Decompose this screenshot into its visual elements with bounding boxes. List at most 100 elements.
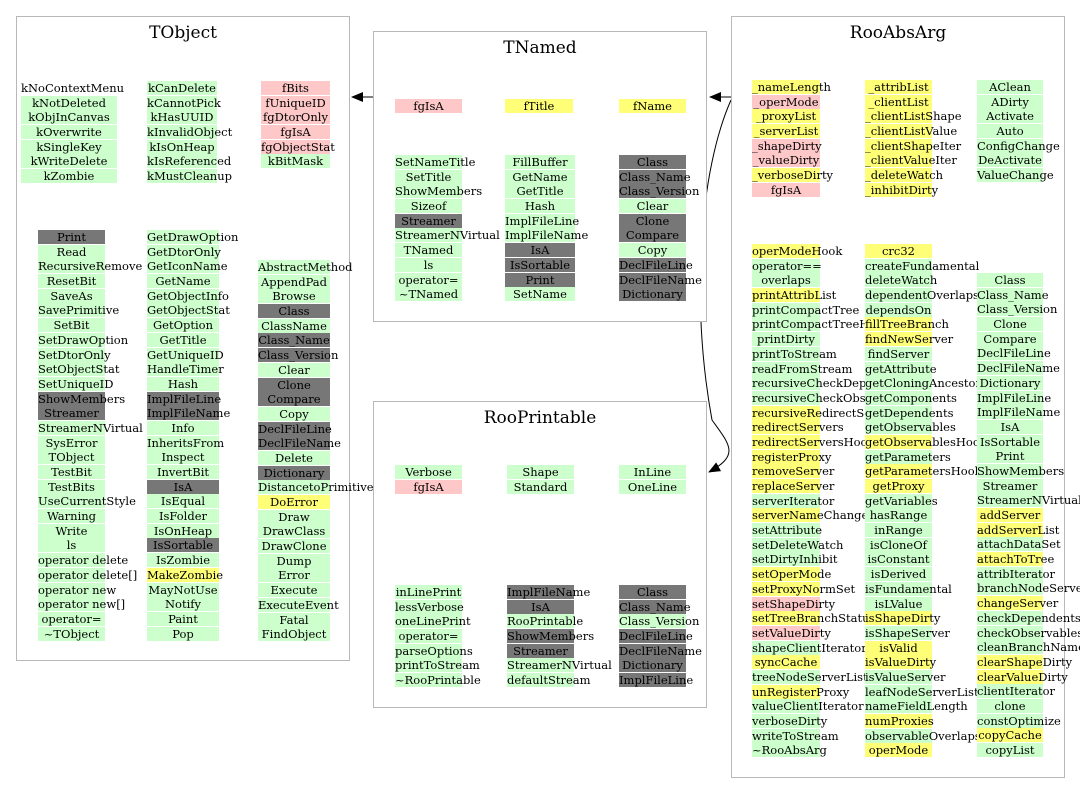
- method-item: InheritsFrom: [147, 435, 225, 450]
- method-item: operator delete[]: [38, 567, 138, 582]
- method-item: isLValue: [865, 596, 932, 611]
- method-item: Class_Name: [258, 333, 330, 348]
- data-members-col-3: InLine OneLine: [619, 465, 686, 494]
- method-item: DistancetoPrimitive: [258, 480, 374, 495]
- method-item: operator=: [395, 272, 462, 287]
- method-item: Pop: [147, 626, 219, 641]
- method-item: printDirty: [752, 332, 820, 347]
- data-members-col-1: kNoContextMenu kNotDeleted kObjInCanvas kOv…: [21, 81, 124, 184]
- method-item: DoError: [258, 495, 330, 509]
- method-item: findServer: [865, 346, 932, 361]
- data-members-col-1: _nameLength _operMode _proxyList _serverLis…: [752, 80, 834, 198]
- method-item: replaceServer: [752, 479, 835, 493]
- method-item: copyList: [977, 743, 1043, 757]
- method-item: operator=: [395, 629, 462, 644]
- method-item: DeclFileLine: [977, 346, 1051, 361]
- class-box-rooabsarg: RooAbsArg _nameLength _operMode _proxyList…: [731, 16, 1080, 778]
- method-item: GetDrawOption: [147, 230, 239, 244]
- methods-col-2: ImplFileName IsA RooPrintable ShowMembers St…: [507, 585, 612, 688]
- method-item: ResetBit: [38, 274, 105, 289]
- data-member-item: _verboseDirty: [752, 168, 834, 183]
- method-item: attribIterator: [977, 566, 1056, 581]
- method-item: setAttribute: [752, 523, 823, 538]
- method-item: operator=: [38, 611, 105, 626]
- method-item: MakeZombie: [147, 567, 224, 582]
- method-item: TestBit: [38, 465, 105, 479]
- method-item: SetUniqueID: [38, 376, 114, 391]
- method-item: Class_Version: [619, 184, 700, 199]
- data-member-item: _attribList: [865, 80, 932, 94]
- method-item: HandleTimer: [147, 362, 224, 377]
- method-item: Dump: [258, 553, 330, 568]
- method-item: constOptimize: [977, 713, 1061, 728]
- method-item: inLinePrint: [395, 585, 462, 599]
- method-item: Streamer: [395, 213, 462, 228]
- method-item: isDerived: [865, 567, 932, 582]
- method-item: unRegisterProxy: [752, 684, 850, 699]
- methods-col-2: GetDrawOption GetDtorOnly GetIconName GetNa…: [147, 230, 239, 641]
- method-item: Streamer: [977, 478, 1043, 493]
- method-item: FindObject: [258, 627, 330, 642]
- method-item: getVariables: [865, 493, 938, 508]
- method-item: checkDependents: [977, 610, 1080, 625]
- method-item: setProxyNormSet: [752, 581, 856, 596]
- method-item: removeServer: [752, 464, 835, 479]
- data-member-item: _proxyList: [752, 109, 820, 124]
- data-member-item: fBits: [261, 81, 330, 95]
- method-item: defaultStream: [507, 673, 591, 688]
- method-item: Dictionary: [258, 465, 330, 480]
- method-item: GetObjectStat: [147, 303, 230, 318]
- method-item: Class_Version: [258, 348, 339, 363]
- data-members-col-1: fgIsA: [395, 99, 462, 114]
- data-member-item: fgIsA: [752, 182, 820, 197]
- method-item: Clone: [619, 213, 686, 228]
- method-item: Dictionary: [977, 375, 1043, 390]
- method-item: createFundamental: [865, 258, 980, 273]
- method-item: ImplFileName: [147, 406, 231, 421]
- method-item: isConstant: [865, 552, 932, 567]
- method-item: checkObservables: [977, 625, 1080, 640]
- data-member-item: kOverwrite: [21, 125, 117, 140]
- method-item: SetDtorOnly: [38, 347, 111, 362]
- method-item: Class_Name: [619, 169, 691, 184]
- data-members-col-2: kCanDelete kCannotPick kHasUUID kInvalidObj…: [147, 81, 232, 184]
- method-item: Compare: [977, 331, 1043, 346]
- method-item: cleanBranchName: [977, 640, 1080, 655]
- data-member-item: OneLine: [619, 479, 686, 494]
- data-member-item: fgIsA: [395, 99, 462, 113]
- method-item: printToStream: [395, 658, 480, 673]
- method-item: AppendPad: [258, 274, 330, 289]
- data-member-item: kIsOnHeap: [147, 139, 217, 154]
- method-item: Draw: [258, 509, 330, 524]
- method-item: IsA: [977, 419, 1043, 434]
- method-item: StreamerNVirtual: [977, 493, 1080, 508]
- method-item: inRange: [865, 523, 932, 538]
- method-item: ImplFileName: [505, 228, 589, 243]
- method-item: clientIterator: [977, 684, 1055, 699]
- data-member-item: fgIsA: [261, 125, 330, 140]
- method-item: setOperMode: [752, 567, 832, 582]
- method-item: Class: [977, 273, 1043, 287]
- data-member-item: DeActivate: [977, 153, 1043, 168]
- method-item: clearValueDirty: [977, 669, 1068, 684]
- method-item: Class_Name: [619, 599, 691, 614]
- data-member-item: kBitMask: [261, 154, 330, 169]
- data-member-item: kCanDelete: [147, 81, 217, 95]
- method-item: changeServer: [977, 596, 1059, 611]
- method-item: IsA: [147, 479, 219, 494]
- method-item: leafNodeServerList: [865, 684, 979, 699]
- method-item: printCompactTreeHook: [752, 317, 891, 332]
- method-item: Copy: [619, 243, 686, 258]
- data-member-item: _deleteWatch: [865, 168, 943, 183]
- data-members-col-3: AClean ADirty Activate Auto ConfigChange DeAc…: [977, 80, 1060, 183]
- method-item: Class: [619, 155, 686, 169]
- method-item: Class_Version: [977, 302, 1058, 317]
- method-item: Clear: [619, 199, 686, 214]
- method-item: getObservables: [865, 420, 956, 435]
- method-item: setTreeBranchStatus: [752, 611, 876, 626]
- class-title: TObject: [149, 23, 217, 43]
- method-item: FillBuffer: [505, 155, 575, 169]
- method-item: GetName: [505, 169, 575, 184]
- method-item: IsOnHeap: [147, 523, 219, 538]
- method-item: DeclFileName: [977, 361, 1060, 376]
